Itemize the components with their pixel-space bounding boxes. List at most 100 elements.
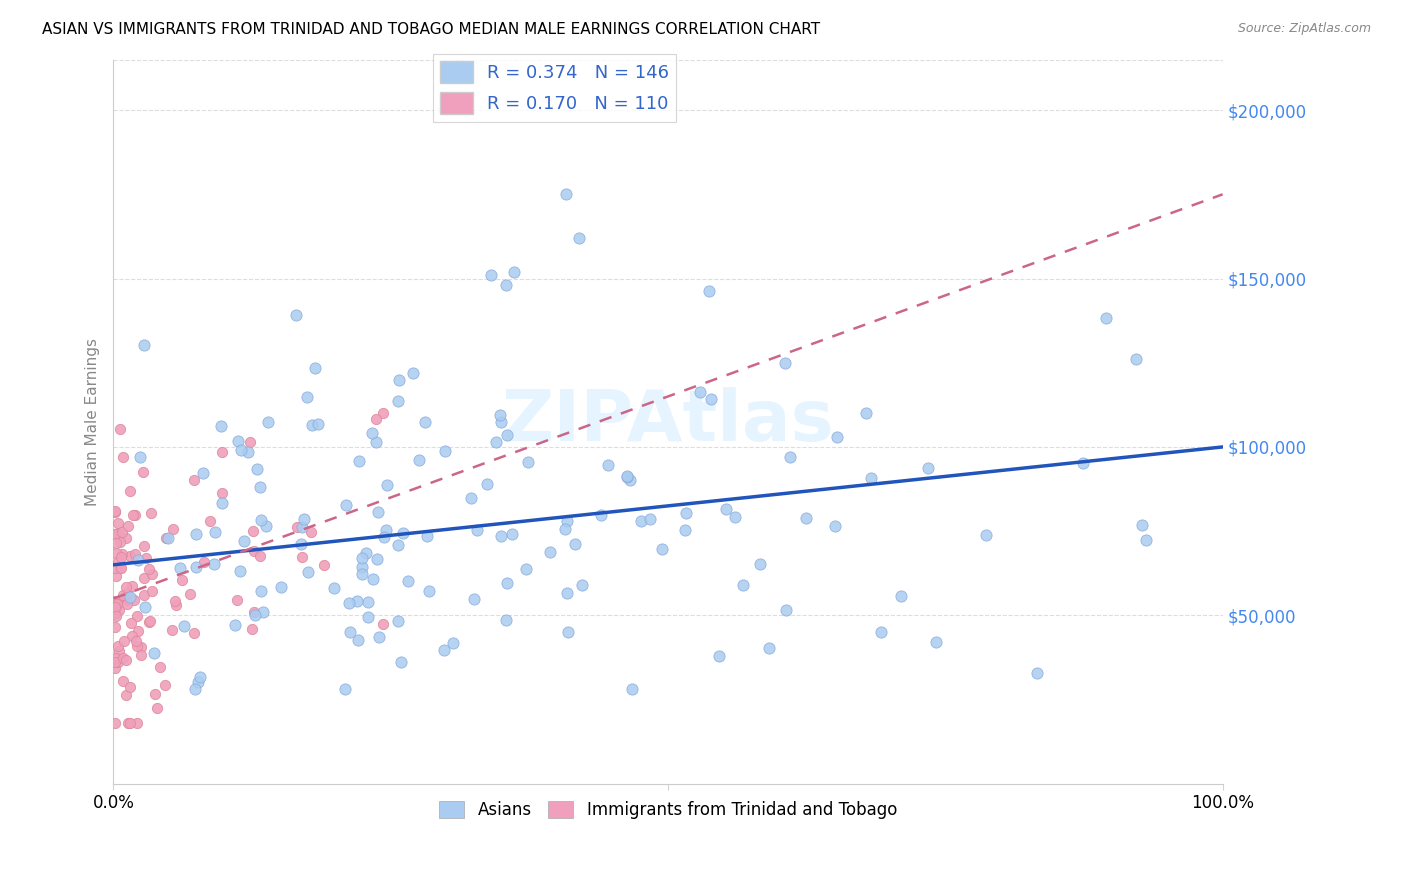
Point <box>204 524 226 539</box>
Point <box>748 557 770 571</box>
Point <box>226 592 249 607</box>
Point <box>441 636 464 650</box>
Point <box>127 608 149 623</box>
Point <box>304 361 326 376</box>
Point <box>107 655 129 669</box>
Point <box>141 583 163 598</box>
Point <box>104 594 127 608</box>
Point <box>169 561 191 575</box>
Point <box>104 526 127 541</box>
Point <box>460 491 482 505</box>
Point <box>917 461 939 475</box>
Point <box>155 531 177 545</box>
Point <box>689 384 711 399</box>
Point <box>125 639 148 653</box>
Point <box>350 551 373 566</box>
Point <box>226 434 249 448</box>
Point <box>107 516 129 530</box>
Point <box>165 594 187 608</box>
Point <box>477 477 499 491</box>
Point <box>242 605 264 619</box>
Point <box>186 559 208 574</box>
Point <box>396 574 419 589</box>
Point <box>387 538 409 552</box>
Point <box>714 501 737 516</box>
Point <box>184 527 207 541</box>
Point <box>104 620 127 634</box>
Point <box>301 417 323 432</box>
Point <box>361 572 384 586</box>
Point <box>434 444 457 458</box>
Point <box>198 514 221 528</box>
Point <box>924 635 946 649</box>
Point <box>107 644 129 658</box>
Point <box>290 537 312 551</box>
Point <box>104 503 127 517</box>
Point <box>187 675 209 690</box>
Point <box>112 651 135 665</box>
Point <box>307 417 329 432</box>
Point <box>118 680 141 694</box>
Point <box>697 285 720 299</box>
Point <box>252 605 274 619</box>
Point <box>495 278 517 293</box>
Point <box>233 533 256 548</box>
Point <box>284 309 307 323</box>
Point <box>630 514 652 528</box>
Point <box>794 511 817 525</box>
Point <box>890 590 912 604</box>
Point <box>124 508 146 522</box>
Point <box>142 646 165 660</box>
Point <box>108 422 131 436</box>
Point <box>591 508 613 522</box>
Point <box>479 268 502 282</box>
Point <box>869 625 891 640</box>
Point <box>408 453 430 467</box>
Point <box>501 527 523 541</box>
Point <box>502 265 524 279</box>
Point <box>117 716 139 731</box>
Point <box>364 434 387 449</box>
Point <box>491 415 513 429</box>
Point <box>416 529 439 543</box>
Point <box>118 483 141 498</box>
Point <box>132 466 155 480</box>
Point <box>240 622 263 636</box>
Point <box>120 716 142 731</box>
Point <box>242 524 264 538</box>
Point <box>107 639 129 653</box>
Point <box>104 536 127 550</box>
Point <box>373 531 395 545</box>
Point <box>125 716 148 731</box>
Point <box>135 550 157 565</box>
Point <box>375 478 398 492</box>
Point <box>191 467 214 481</box>
Point <box>104 596 127 610</box>
Point <box>129 450 152 464</box>
Point <box>149 660 172 674</box>
Point <box>105 651 128 665</box>
Point <box>121 579 143 593</box>
Point <box>117 518 139 533</box>
Point <box>391 525 413 540</box>
Point <box>402 366 425 380</box>
Point <box>202 557 225 571</box>
Point <box>107 525 129 540</box>
Point <box>346 593 368 607</box>
Point <box>1130 518 1153 533</box>
Point <box>111 547 134 561</box>
Point <box>375 523 398 537</box>
Point <box>132 539 155 553</box>
Point <box>554 187 576 202</box>
Point <box>974 527 997 541</box>
Point <box>1135 533 1157 548</box>
Point <box>134 600 156 615</box>
Point <box>104 607 127 622</box>
Point <box>110 549 132 564</box>
Point <box>162 523 184 537</box>
Point <box>121 628 143 642</box>
Point <box>557 625 579 640</box>
Point <box>121 508 143 523</box>
Point <box>515 562 537 576</box>
Point <box>115 531 138 545</box>
